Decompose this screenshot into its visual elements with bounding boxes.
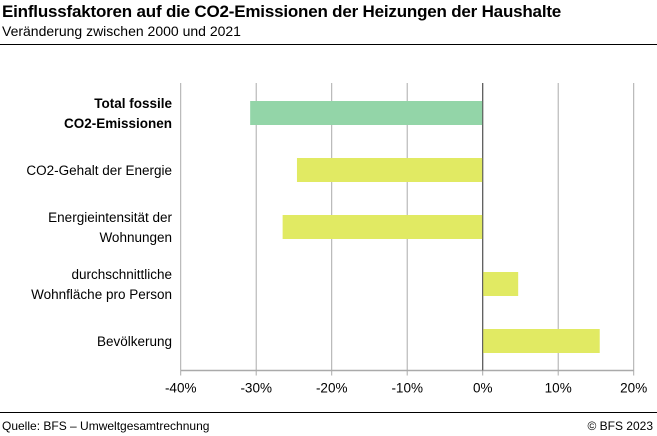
category-label: Bevölkerung bbox=[97, 334, 172, 349]
x-tick-label: 20% bbox=[620, 381, 647, 396]
bar bbox=[482, 329, 600, 353]
bar bbox=[482, 272, 519, 296]
bar bbox=[296, 158, 483, 182]
category-label: Energieintensität der bbox=[48, 210, 172, 225]
x-tick-label: -20% bbox=[316, 381, 348, 396]
x-tick-label: -30% bbox=[240, 381, 272, 396]
header-divider bbox=[0, 44, 657, 45]
category-label: CO2-Gehalt der Energie bbox=[26, 163, 172, 178]
copyright: © BFS 2023 bbox=[587, 419, 653, 433]
x-tick-label: 10% bbox=[545, 381, 572, 396]
category-label: Wohnfläche pro Person bbox=[31, 287, 172, 302]
category-label: durchschnittliche bbox=[71, 267, 172, 282]
chart-subtitle: Veränderung zwischen 2000 und 2021 bbox=[2, 23, 241, 39]
x-tick-label: -10% bbox=[391, 381, 423, 396]
x-tick-label: -40% bbox=[165, 381, 197, 396]
bar bbox=[282, 215, 483, 239]
bar-chart: -40% -30% -20% -10% 0% 10% 20% Total fossile CO2… bbox=[26, 83, 647, 396]
source-note: Quelle: BFS – Umweltgesamtrechnung bbox=[2, 419, 210, 433]
category-label: Wohnungen bbox=[99, 230, 172, 245]
chart-title: Einflussfaktoren auf die CO2-Emissionen … bbox=[2, 2, 562, 21]
category-label: Total fossile bbox=[94, 96, 172, 111]
category-label: CO2-Emissionen bbox=[64, 116, 172, 131]
bar bbox=[250, 101, 483, 125]
footer-divider bbox=[0, 412, 657, 413]
x-tick-label: 0% bbox=[473, 381, 493, 396]
